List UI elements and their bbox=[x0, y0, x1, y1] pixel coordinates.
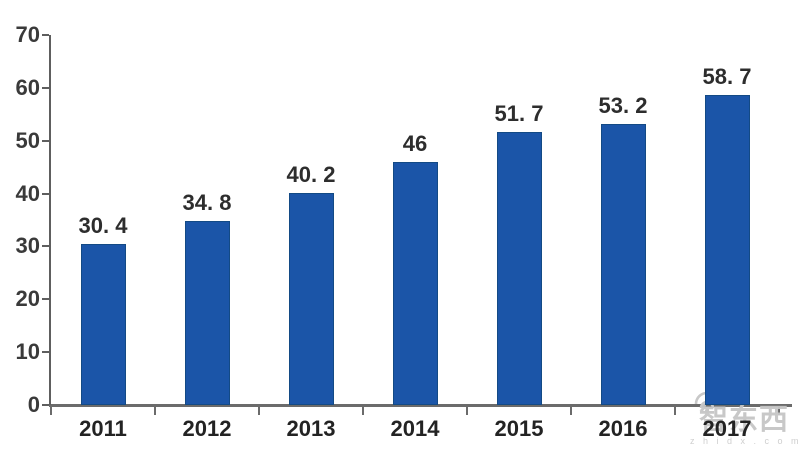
x-axis-tick bbox=[674, 407, 676, 415]
x-axis-category-label: 2013 bbox=[286, 416, 336, 441]
y-axis-tick bbox=[42, 298, 49, 301]
y-axis-tick bbox=[42, 351, 49, 354]
bar-value-label: 46 bbox=[402, 130, 428, 156]
x-axis-tick bbox=[362, 407, 364, 415]
x-axis-tick bbox=[258, 407, 260, 415]
y-axis-tick bbox=[42, 86, 49, 89]
y-axis-tick bbox=[42, 404, 49, 406]
bar bbox=[704, 94, 750, 405]
watermark-url-text: z h i d x . c o m bbox=[690, 436, 800, 446]
y-axis-tick-label: 30 bbox=[15, 233, 40, 259]
x-axis-category-label: 2014 bbox=[390, 416, 440, 441]
y-axis-tick bbox=[42, 139, 49, 142]
y-axis-tick-label: 50 bbox=[15, 127, 40, 153]
x-axis-tick bbox=[778, 407, 780, 415]
watermark: 智东西 z h i d x . c o m bbox=[690, 392, 800, 446]
x-axis-tick bbox=[50, 407, 52, 415]
x-axis-category-label: 2017 bbox=[702, 416, 752, 441]
bar bbox=[184, 221, 230, 405]
y-axis-tick bbox=[42, 34, 49, 36]
bar bbox=[496, 131, 542, 405]
x-axis-category-label: 2012 bbox=[182, 416, 232, 441]
x-axis-line bbox=[49, 404, 792, 407]
bar-value-label: 58. 7 bbox=[702, 63, 752, 89]
y-axis-tick-label: 20 bbox=[15, 286, 40, 312]
x-axis-category-label: 2016 bbox=[598, 416, 648, 441]
y-axis-tick-label: 0 bbox=[27, 392, 40, 417]
x-axis-category-label: 2015 bbox=[494, 416, 544, 441]
bar bbox=[288, 192, 334, 405]
x-axis-category-label: 2011 bbox=[79, 416, 127, 441]
bar bbox=[392, 161, 438, 405]
x-axis-tick bbox=[154, 407, 156, 415]
watermark-logo-text: 智东西 bbox=[698, 404, 789, 436]
bar-value-label: 51. 7 bbox=[494, 100, 544, 126]
bar-value-label: 34. 8 bbox=[182, 190, 232, 216]
bar-value-label: 40. 2 bbox=[286, 161, 336, 187]
y-axis-tick-label: 70 bbox=[15, 22, 40, 47]
y-axis-line bbox=[49, 35, 51, 405]
y-axis-tick-label: 10 bbox=[15, 339, 40, 365]
bar-value-label: 30. 4 bbox=[78, 213, 128, 239]
y-axis-tick bbox=[42, 245, 49, 248]
x-axis-tick bbox=[466, 407, 468, 415]
y-axis-tick bbox=[42, 192, 49, 195]
x-axis-tick bbox=[570, 407, 572, 415]
y-axis-tick-label: 40 bbox=[15, 180, 40, 206]
bar bbox=[80, 244, 126, 405]
y-axis-tick-label: 60 bbox=[15, 74, 40, 100]
bar-value-label: 53. 2 bbox=[598, 92, 648, 118]
bar bbox=[600, 123, 646, 405]
